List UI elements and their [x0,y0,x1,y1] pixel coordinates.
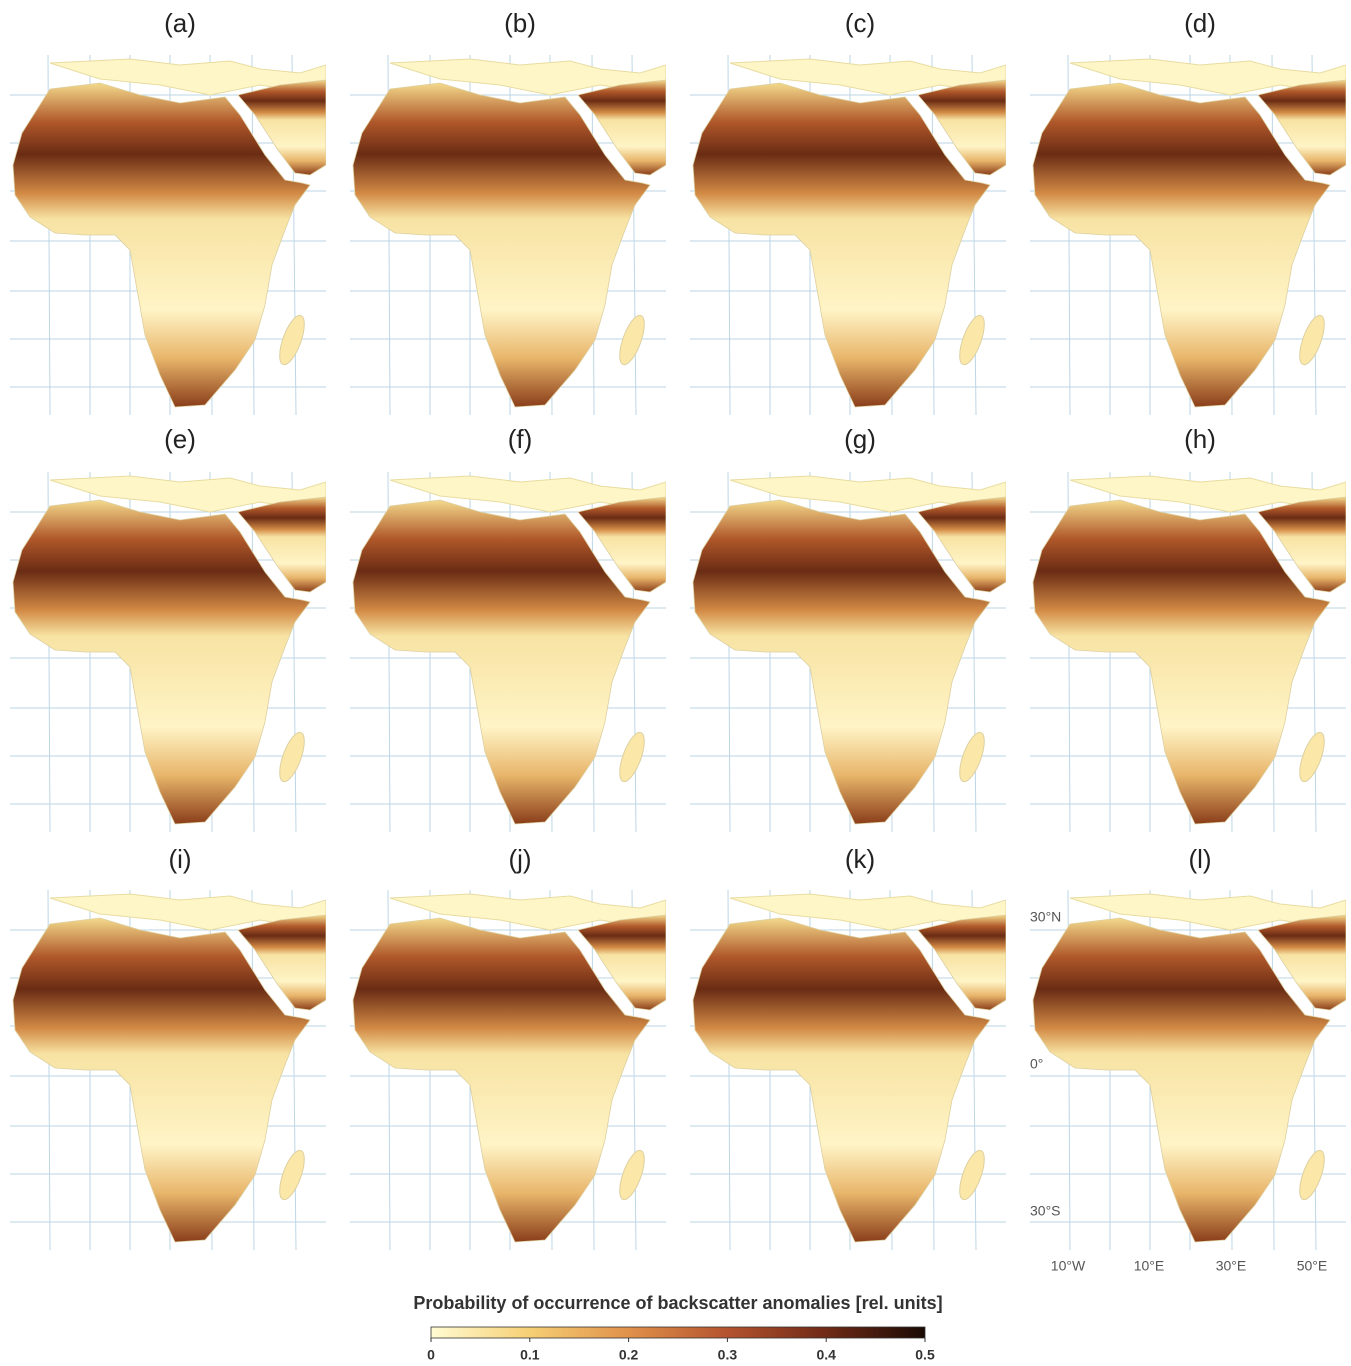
colorbar [431,1327,925,1338]
colorbar-tick-label: 0.4 [816,1347,836,1363]
panel-label: (d) [1184,8,1216,38]
panel-label: (b) [504,8,536,38]
lon-label: 30°E [1216,1258,1247,1274]
map-panel [690,472,1006,832]
lat-label: 30°S [1030,1203,1061,1219]
map-panel [10,55,326,415]
colorbar-tick-label: 0.2 [619,1347,639,1363]
map-panel [1030,890,1346,1250]
map-panel [350,55,666,415]
figure: (a) (b) (c) (d) (e) (f) (g) (h) (i) (j) (k) (l) 30°N… [0,0,1351,1366]
map-panel [10,890,326,1250]
panel-label: (j) [508,844,531,874]
colorbar-tick-label: 0.1 [520,1347,540,1363]
panel-label: (i) [168,844,191,874]
colorbar-tick-label: 0.3 [718,1347,738,1363]
panel-label: (l) [1188,844,1211,874]
lat-label: 0° [1030,1056,1043,1072]
map-panel [690,890,1006,1250]
lon-label: 50°E [1297,1258,1328,1274]
lon-label: 10°W [1051,1258,1086,1274]
colorbar-tick-label: 0.5 [915,1347,935,1363]
map-panel [10,472,326,832]
panel-label: (c) [845,8,875,38]
panel-label: (g) [844,424,876,454]
map-panel [1030,472,1346,832]
panel-label: (a) [164,8,196,38]
panel-label: (h) [1184,424,1216,454]
colorbar-tick-label: 0 [427,1347,435,1363]
map-panel [1030,55,1346,415]
map-panel [350,890,666,1250]
panel-label: (e) [164,424,196,454]
panel-label: (f) [508,424,533,454]
lon-label: 10°E [1134,1258,1165,1274]
map-panel [350,472,666,832]
map-panel [690,55,1006,415]
colorbar-title: Probability of occurrence of backscatter… [413,1293,942,1313]
lat-label: 30°N [1030,909,1061,925]
panel-label: (k) [845,844,875,874]
